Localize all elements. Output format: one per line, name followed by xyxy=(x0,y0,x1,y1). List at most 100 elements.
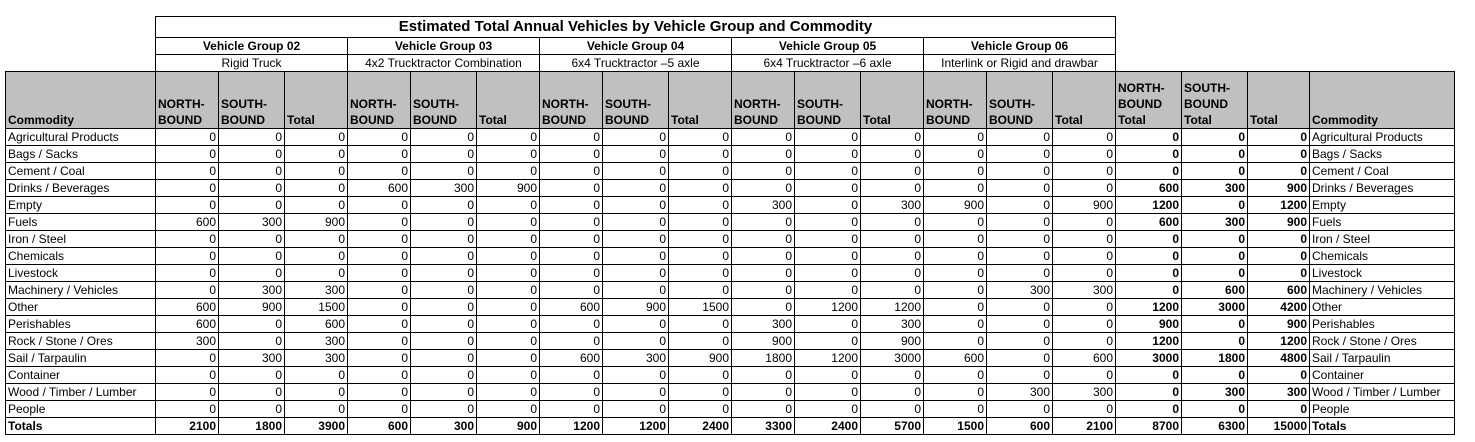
southbound-total-cell: 0 xyxy=(1181,315,1248,333)
value-cell: 300 xyxy=(1052,281,1116,299)
value-cell: 0 xyxy=(986,128,1053,146)
northbound-total-cell: 0 xyxy=(1115,400,1182,418)
header-southbound: SOUTH-BOUND xyxy=(986,71,1053,129)
commodity-cell: Livestock xyxy=(5,264,156,282)
value-cell: 0 xyxy=(794,230,861,248)
value-cell: 0 xyxy=(1052,128,1116,146)
value-cell: 0 xyxy=(1052,298,1116,316)
grand-total-cell: 0 xyxy=(1247,128,1310,146)
value-cell: 0 xyxy=(602,179,669,197)
header-southbound: SOUTH-BOUND xyxy=(218,71,285,129)
value-cell: 0 xyxy=(155,162,219,180)
value-cell: 300 xyxy=(602,349,669,367)
grand-total-cell: 0 xyxy=(1247,162,1310,180)
value-cell: 300 xyxy=(284,349,348,367)
grand-total-cell: 0 xyxy=(1247,366,1310,384)
group-desc: Interlink or Rigid and drawbar xyxy=(923,54,1116,72)
southbound-total-cell: 300 xyxy=(1181,383,1248,401)
value-cell: 0 xyxy=(539,332,603,350)
value-cell: 0 xyxy=(476,349,540,367)
value-cell: 0 xyxy=(860,400,924,418)
value-cell: 0 xyxy=(986,400,1053,418)
value-cell: 1200 xyxy=(794,298,861,316)
value-cell: 0 xyxy=(347,349,411,367)
value-cell: 0 xyxy=(476,332,540,350)
value-cell: 900 xyxy=(668,349,732,367)
grand-total-cell: 0 xyxy=(1247,230,1310,248)
value-cell: 0 xyxy=(602,366,669,384)
table-body: Agricultural Products 0 0 0 0 0 0 0 0 0 0 0 0 0 0 0 0 0 0 A… xyxy=(5,128,1455,435)
southbound-total-cell: 0 xyxy=(1181,366,1248,384)
commodity-cell: Fuels xyxy=(5,213,156,231)
value-cell: 0 xyxy=(731,264,795,282)
northbound-total-cell: 3000 xyxy=(1115,349,1182,367)
value-cell: 0 xyxy=(986,264,1053,282)
value-cell: 0 xyxy=(794,128,861,146)
value-cell: 900 xyxy=(284,213,348,231)
header-northbound: NORTH-BOUND xyxy=(731,71,795,129)
southbound-total-cell: 600 xyxy=(1181,281,1248,299)
commodity-cell-right: Bags / Sacks xyxy=(1309,145,1455,163)
value-cell: 0 xyxy=(347,281,411,299)
northbound-total-cell: 0 xyxy=(1115,247,1182,265)
value-cell: 0 xyxy=(155,128,219,146)
commodity-cell: Bags / Sacks xyxy=(5,145,156,163)
commodity-cell-right: Sail / Tarpaulin xyxy=(1309,349,1455,367)
value-cell: 0 xyxy=(668,264,732,282)
value-cell: 0 xyxy=(218,230,285,248)
value-cell: 0 xyxy=(284,179,348,197)
value-cell: 0 xyxy=(731,162,795,180)
value-cell: 0 xyxy=(668,196,732,214)
value-cell: 0 xyxy=(410,383,477,401)
value-cell: 0 xyxy=(1052,332,1116,350)
value-cell: 0 xyxy=(986,162,1053,180)
value-cell: 0 xyxy=(539,128,603,146)
value-cell: 1500 xyxy=(284,298,348,316)
value-cell: 0 xyxy=(794,366,861,384)
value-cell: 900 xyxy=(860,332,924,350)
value-cell: 300 xyxy=(860,315,924,333)
value-cell: 0 xyxy=(602,315,669,333)
grand-total-cell: 4200 xyxy=(1247,298,1310,316)
header-total: Total xyxy=(284,71,348,129)
header-commodity: Commodity xyxy=(5,71,156,129)
totals-value-cell: 2100 xyxy=(155,417,219,435)
grand-total-cell: 4800 xyxy=(1247,349,1310,367)
table-row: Iron / Steel 0 0 0 0 0 0 0 0 0 0 0 0 0 0 0 0 0 0 Iron / Ste… xyxy=(5,230,1455,248)
group-desc: 6x4 Trucktractor –5 axle xyxy=(539,54,732,72)
value-cell: 0 xyxy=(794,281,861,299)
value-cell: 0 xyxy=(218,145,285,163)
table-row: Livestock 0 0 0 0 0 0 0 0 0 0 0 0 0 0 0 0 0 0 Livestock xyxy=(5,264,1455,282)
value-cell: 0 xyxy=(347,230,411,248)
totals-value-cell: 2400 xyxy=(668,417,732,435)
table-row: Sail / Tarpaulin 0 300 300 0 0 0 600 300 900 1800 1… xyxy=(5,349,1455,367)
totals-value-cell: 300 xyxy=(410,417,477,435)
value-cell: 0 xyxy=(539,264,603,282)
value-cell: 300 xyxy=(860,196,924,214)
value-cell: 300 xyxy=(218,349,285,367)
group-desc: Rigid Truck xyxy=(155,54,348,72)
totals-label-right: Totals xyxy=(1309,417,1455,435)
value-cell: 0 xyxy=(1052,400,1116,418)
group-desc: 4x2 Trucktractor Combination xyxy=(347,54,540,72)
commodity-cell: Agricultural Products xyxy=(5,128,156,146)
value-cell: 0 xyxy=(986,145,1053,163)
value-cell: 0 xyxy=(602,383,669,401)
value-cell: 0 xyxy=(476,145,540,163)
value-cell: 0 xyxy=(410,247,477,265)
value-cell: 0 xyxy=(218,179,285,197)
value-cell: 300 xyxy=(218,281,285,299)
value-cell: 0 xyxy=(155,196,219,214)
value-cell: 0 xyxy=(731,366,795,384)
southbound-total-cell: 0 xyxy=(1181,332,1248,350)
value-cell: 0 xyxy=(860,366,924,384)
header-total: Total xyxy=(1052,71,1116,129)
value-cell: 0 xyxy=(347,213,411,231)
value-cell: 0 xyxy=(731,179,795,197)
value-cell: 0 xyxy=(986,230,1053,248)
value-cell: 0 xyxy=(476,162,540,180)
value-cell: 0 xyxy=(923,366,987,384)
value-cell: 0 xyxy=(155,230,219,248)
header-southbound: SOUTH-BOUND xyxy=(794,71,861,129)
value-cell: 600 xyxy=(923,349,987,367)
